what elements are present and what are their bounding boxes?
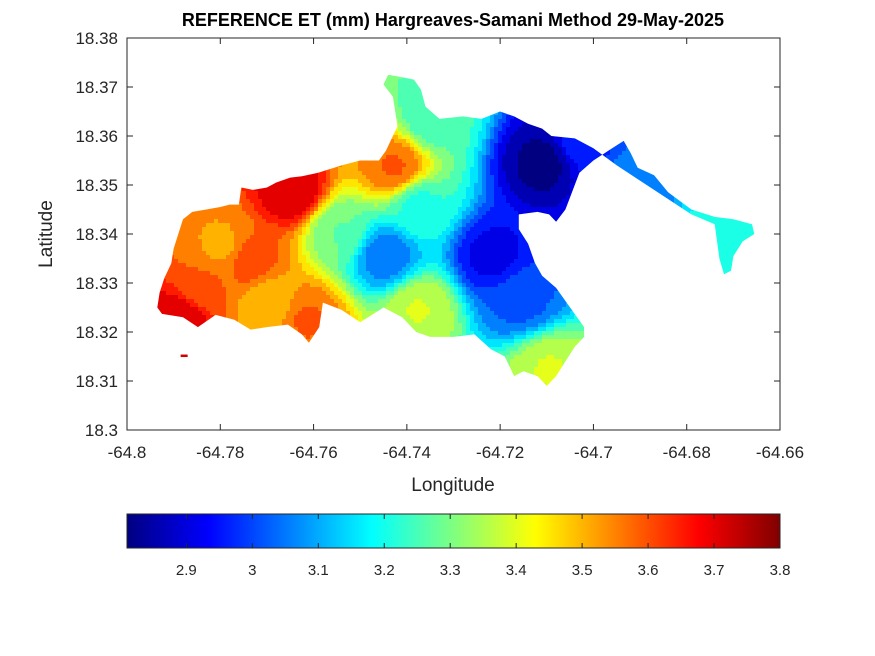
et-field — [157, 75, 755, 386]
colorbar-tick-label: 3.3 — [440, 562, 461, 579]
colorbar-tick-label: 3.4 — [506, 562, 527, 579]
field-cells — [157, 75, 755, 386]
colorbar-tick-label: 3.5 — [572, 562, 593, 579]
x-tick-label: -64.76 — [289, 443, 337, 462]
colorbar-tick-label: 3.2 — [374, 562, 395, 579]
x-tick-label: -64.74 — [383, 443, 431, 462]
colorbar-tick-label: 3.1 — [308, 562, 329, 579]
y-tick-label: 18.33 — [75, 274, 118, 293]
x-tick-label: -64.78 — [196, 443, 244, 462]
y-tick-label: 18.3 — [85, 421, 118, 440]
colorbar-tick-label: 3.7 — [704, 562, 725, 579]
chart-title: REFERENCE ET (mm) Hargreaves-Samani Meth… — [182, 10, 724, 30]
x-axis: -64.8 -64.78 -64.76 -64.74 -64.72 -64.7 -64.68… — [108, 38, 804, 462]
y-axis-label: Latitude — [36, 200, 57, 268]
colorbar-tick-label: 2.9 — [176, 562, 197, 579]
x-tick-label: -64.8 — [108, 443, 147, 462]
colorbar-tick-label: 3.6 — [638, 562, 659, 579]
x-tick-label: -64.72 — [476, 443, 524, 462]
y-tick-label: 18.34 — [75, 225, 118, 244]
colorbar-ticks: 2.9 3 3.1 3.2 3.3 3.4 3.5 3.6 3.7 3.8 — [176, 514, 790, 579]
x-tick-label: -64.68 — [663, 443, 711, 462]
x-tick-label: -64.7 — [574, 443, 613, 462]
colorbar — [126, 513, 781, 549]
x-tick-label: -64.66 — [756, 443, 804, 462]
y-tick-label: 18.35 — [75, 176, 118, 195]
y-tick-label: 18.31 — [75, 372, 118, 391]
y-tick-label: 18.36 — [75, 127, 118, 146]
y-tick-label: 18.32 — [75, 323, 118, 342]
colorbar-tick-label: 3.8 — [770, 562, 791, 579]
colorbar-tick-label: 3 — [248, 562, 256, 579]
y-axis: 18.3 18.31 18.32 18.33 18.34 18.35 18.36 18.37 1… — [75, 29, 780, 440]
islet — [180, 354, 188, 358]
y-tick-label: 18.37 — [75, 78, 118, 97]
x-axis-label: Longitude — [411, 475, 494, 496]
y-tick-label: 18.38 — [75, 29, 118, 48]
